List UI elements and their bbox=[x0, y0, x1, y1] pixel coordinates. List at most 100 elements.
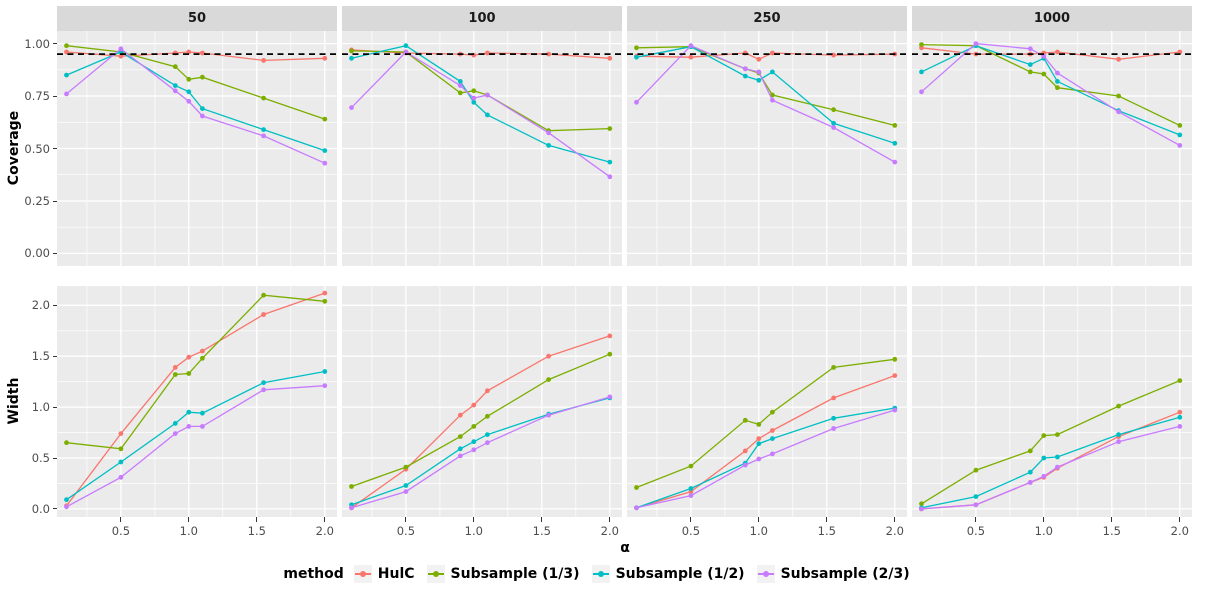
x-tick-mark bbox=[758, 517, 760, 522]
series-Subsample-2-3- bbox=[64, 383, 328, 510]
facet-strip-1000: 1000 bbox=[912, 6, 1192, 31]
panel-width-250 bbox=[627, 286, 907, 517]
x-tick-label: 1.5 bbox=[532, 524, 551, 538]
series-Subsample-1-2- bbox=[349, 43, 613, 165]
panel-width-100 bbox=[342, 286, 622, 517]
legend-label: Subsample (1/2) bbox=[615, 566, 745, 582]
x-tick-label: 1.5 bbox=[817, 524, 836, 538]
series-Subsample-1-3- bbox=[919, 378, 1183, 507]
y-tick-label: 1.00 bbox=[24, 36, 50, 51]
series-Subsample-1-3- bbox=[349, 351, 613, 489]
legend-item: Subsample (1/2) bbox=[591, 565, 745, 583]
legend-item: Subsample (2/3) bbox=[756, 565, 910, 583]
x-tick-label: 1.0 bbox=[749, 524, 768, 538]
facet-strip-100: 100 bbox=[342, 6, 622, 31]
x-tick-mark bbox=[324, 517, 326, 522]
x-tick-mark bbox=[256, 517, 258, 522]
series-Subsample-2-3- bbox=[634, 43, 898, 165]
series-Subsample-1-2- bbox=[64, 369, 328, 503]
facet-strip-250: 250 bbox=[627, 6, 907, 31]
x-tick-mark bbox=[894, 517, 896, 522]
y-tick-label: 1.0 bbox=[31, 400, 50, 415]
series-Subsample-2-3- bbox=[349, 49, 613, 180]
x-tick-mark bbox=[541, 517, 543, 522]
y-tick-label: 0.25 bbox=[24, 194, 50, 208]
grid-major bbox=[912, 31, 1192, 266]
panel-width-50 bbox=[57, 286, 337, 517]
y-tick-mark bbox=[52, 95, 57, 97]
grid-minor bbox=[627, 286, 907, 517]
panel-width-1000 bbox=[912, 286, 1192, 517]
y-tick-label: 0.5 bbox=[31, 451, 50, 465]
x-tick-mark bbox=[1111, 517, 1113, 522]
grid-minor bbox=[342, 286, 622, 517]
x-tick-mark bbox=[120, 517, 122, 522]
series-Subsample-2-3- bbox=[634, 407, 898, 511]
panel-coverage-50 bbox=[57, 31, 337, 266]
x-tick-label: 0.5 bbox=[396, 524, 416, 538]
x-tick-label: 1.5 bbox=[247, 524, 266, 538]
legend-key-icon bbox=[426, 565, 445, 583]
series-Subsample-2-3- bbox=[919, 424, 1183, 512]
legend-key-icon bbox=[353, 565, 372, 583]
y-tick-label: 2.0 bbox=[31, 298, 50, 313]
y-tick-mark bbox=[52, 304, 57, 306]
x-tick-label: 1.0 bbox=[1034, 524, 1053, 538]
x-tick-label: 1.0 bbox=[179, 524, 198, 538]
y-tick-mark bbox=[52, 457, 57, 459]
x-tick-mark bbox=[609, 517, 611, 522]
legend-item: HulC bbox=[353, 565, 415, 583]
y-tick-mark bbox=[52, 406, 57, 408]
grid-minor bbox=[57, 286, 337, 517]
grid-minor bbox=[912, 286, 1192, 517]
grid-major bbox=[627, 286, 907, 517]
x-tick-mark bbox=[1043, 517, 1045, 522]
x-tick-label: 2.0 bbox=[1170, 524, 1189, 538]
y-tick-mark bbox=[52, 355, 57, 357]
legend-item: Subsample (1/3) bbox=[426, 565, 580, 583]
legend-label: Subsample (1/3) bbox=[450, 566, 580, 582]
x-tick-mark bbox=[405, 517, 407, 522]
y-tick-mark bbox=[52, 43, 57, 45]
legend-key-icon bbox=[591, 565, 610, 583]
series-Subsample-1-3- bbox=[64, 292, 328, 452]
legend-label: Subsample (2/3) bbox=[780, 566, 910, 582]
legend-label: HulC bbox=[377, 566, 415, 582]
x-tick-mark bbox=[975, 517, 977, 522]
legend-items: HulC Subsample (1/3) Subsample (1/2) Subsam… bbox=[353, 565, 922, 583]
x-tick-mark bbox=[1179, 517, 1181, 522]
panel-coverage-100 bbox=[342, 31, 622, 266]
x-tick-mark bbox=[826, 517, 828, 522]
facet-strip-50: 50 bbox=[57, 6, 337, 31]
series-Subsample-2-3- bbox=[349, 394, 613, 511]
y-tick-mark bbox=[52, 148, 57, 149]
series-Subsample-1-3- bbox=[634, 356, 898, 490]
series-Subsample-2-3- bbox=[919, 41, 1183, 148]
y-tick-label: 0.00 bbox=[24, 246, 50, 261]
x-tick-label: 2.0 bbox=[315, 524, 334, 538]
y-tick-mark bbox=[52, 508, 57, 510]
y-tick-label: 0.75 bbox=[24, 89, 50, 103]
x-tick-label: 2.0 bbox=[600, 524, 619, 538]
x-tick-mark bbox=[473, 517, 475, 522]
legend: method HulC Subsample (1/3) Subsample (1/2… bbox=[0, 560, 1205, 588]
legend-key-icon bbox=[756, 565, 775, 583]
y-tick-mark bbox=[52, 200, 57, 202]
x-tick-label: 2.0 bbox=[885, 524, 904, 538]
panel-coverage-1000 bbox=[912, 31, 1192, 266]
x-tick-label: 0.5 bbox=[966, 524, 986, 538]
grid-major bbox=[342, 286, 622, 517]
x-tick-label: 0.5 bbox=[111, 524, 131, 538]
x-tick-mark bbox=[690, 517, 692, 522]
x-axis-title: α bbox=[620, 540, 630, 556]
y-tick-mark bbox=[52, 252, 57, 254]
panel-coverage-250 bbox=[627, 31, 907, 266]
x-tick-label: 1.5 bbox=[1102, 524, 1121, 538]
x-tick-label: 1.0 bbox=[464, 524, 483, 538]
x-tick-mark bbox=[188, 517, 190, 522]
y-tick-label: 0.0 bbox=[31, 501, 50, 516]
y-tick-label: 0.50 bbox=[24, 141, 50, 156]
grid-major bbox=[627, 31, 907, 266]
x-tick-label: 0.5 bbox=[681, 524, 701, 538]
